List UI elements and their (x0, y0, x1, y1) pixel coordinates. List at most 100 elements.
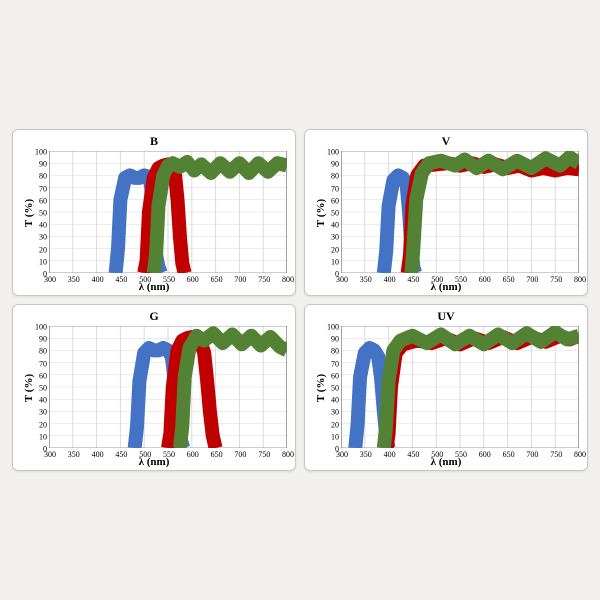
y-tick: 40 (19, 221, 47, 230)
x-tick: 650 (503, 275, 515, 284)
x-tick: 500 (139, 450, 151, 459)
plot-area (49, 326, 287, 448)
y-tick: 60 (311, 196, 339, 205)
x-tick: 650 (503, 450, 515, 459)
x-tick: 450 (115, 275, 127, 284)
chart-grid: BT (%)λ (nm)0102030405060708090100300350… (12, 129, 588, 471)
y-tick: 100 (19, 323, 47, 332)
y-tick: 80 (19, 172, 47, 181)
y-tick: 30 (311, 408, 339, 417)
x-tick: 600 (187, 275, 199, 284)
x-tick: 350 (68, 275, 80, 284)
x-tick: 750 (258, 450, 270, 459)
x-tick: 400 (384, 450, 396, 459)
x-tick: 650 (211, 450, 223, 459)
x-tick: 600 (479, 450, 491, 459)
y-tick: 40 (311, 396, 339, 405)
x-tick: 500 (139, 275, 151, 284)
y-tick: 70 (311, 359, 339, 368)
y-tick: 100 (311, 148, 339, 157)
x-tick: 550 (455, 450, 467, 459)
y-tick: 20 (19, 420, 47, 429)
x-tick: 450 (407, 450, 419, 459)
y-tick: 0 (311, 270, 339, 279)
x-tick: 450 (115, 450, 127, 459)
x-tick: 300 (44, 450, 56, 459)
y-tick: 30 (19, 233, 47, 242)
y-tick: 70 (19, 359, 47, 368)
x-tick: 600 (187, 450, 199, 459)
figure: BT (%)λ (nm)0102030405060708090100300350… (0, 0, 600, 600)
y-tick: 10 (311, 432, 339, 441)
y-tick: 90 (19, 335, 47, 344)
series-green (384, 332, 579, 448)
x-tick: 750 (550, 450, 562, 459)
y-tick: 50 (19, 209, 47, 218)
plot-svg (341, 151, 579, 273)
y-tick: 100 (311, 323, 339, 332)
y-tick: 60 (19, 371, 47, 380)
x-tick: 700 (234, 275, 246, 284)
x-tick: 400 (92, 450, 104, 459)
plot-area (341, 151, 579, 273)
x-tick: 350 (360, 275, 372, 284)
x-tick: 550 (163, 275, 175, 284)
x-tick: 600 (479, 275, 491, 284)
y-tick: 40 (311, 221, 339, 230)
plot-area (341, 326, 579, 448)
plot-svg (49, 326, 287, 448)
x-tick: 700 (234, 450, 246, 459)
x-tick: 650 (211, 275, 223, 284)
series-red (408, 163, 579, 273)
y-tick: 10 (19, 257, 47, 266)
x-tick: 300 (336, 450, 348, 459)
chart-panel-UV: UVT (%)λ (nm)010203040506070809010030035… (304, 304, 588, 471)
panel-title: G (13, 309, 295, 324)
y-tick: 60 (19, 196, 47, 205)
y-tick: 30 (311, 233, 339, 242)
panel-title: V (305, 134, 587, 149)
x-tick: 500 (431, 450, 443, 459)
y-tick: 50 (311, 209, 339, 218)
y-tick: 0 (311, 445, 339, 454)
y-tick: 80 (311, 347, 339, 356)
y-tick: 30 (19, 408, 47, 417)
x-tick: 800 (282, 450, 294, 459)
x-tick: 700 (526, 275, 538, 284)
y-tick: 50 (19, 384, 47, 393)
y-tick: 20 (19, 245, 47, 254)
chart-panel-B: BT (%)λ (nm)0102030405060708090100300350… (12, 129, 296, 296)
x-tick: 750 (550, 275, 562, 284)
x-tick: 450 (407, 275, 419, 284)
plot-svg (341, 326, 579, 448)
x-tick: 500 (431, 275, 443, 284)
y-tick: 70 (311, 184, 339, 193)
y-tick: 80 (19, 347, 47, 356)
x-tick: 550 (163, 450, 175, 459)
x-tick: 800 (574, 450, 586, 459)
y-tick: 20 (311, 420, 339, 429)
y-tick: 50 (311, 384, 339, 393)
y-tick: 40 (19, 396, 47, 405)
y-tick: 80 (311, 172, 339, 181)
y-tick: 10 (19, 432, 47, 441)
y-tick: 100 (19, 148, 47, 157)
panel-title: B (13, 134, 295, 149)
x-tick: 550 (455, 275, 467, 284)
y-tick: 70 (19, 184, 47, 193)
x-tick: 400 (92, 275, 104, 284)
chart-panel-V: VT (%)λ (nm)0102030405060708090100300350… (304, 129, 588, 296)
panel-title: UV (305, 309, 587, 324)
y-tick: 0 (19, 445, 47, 454)
y-tick: 60 (311, 371, 339, 380)
x-tick: 700 (526, 450, 538, 459)
x-tick: 350 (68, 450, 80, 459)
series-red (387, 336, 579, 448)
x-tick: 800 (574, 275, 586, 284)
x-tick: 750 (258, 275, 270, 284)
y-tick: 90 (311, 335, 339, 344)
x-tick: 350 (360, 450, 372, 459)
x-tick: 400 (384, 275, 396, 284)
y-tick: 90 (19, 160, 47, 169)
y-tick: 20 (311, 245, 339, 254)
